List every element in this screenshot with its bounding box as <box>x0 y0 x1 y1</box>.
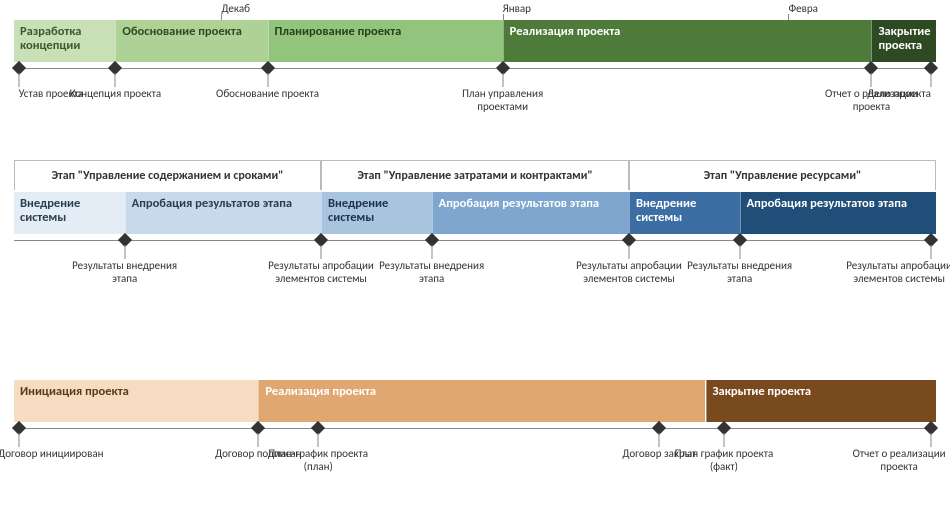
milestone-tick <box>628 245 629 259</box>
milestone-label: Результаты внедрения этапа <box>70 260 180 285</box>
milestone-label: Отчет о реализации проекта <box>844 448 950 473</box>
phase-bar: Апробация результатов этапа <box>740 192 936 234</box>
phase-bar: Внедрение системы <box>321 192 432 234</box>
milestone-tick <box>267 73 268 87</box>
milestone-tick <box>502 73 503 87</box>
milestone-label: Результаты апробации элементов системы <box>574 260 684 285</box>
milestone-label: Результаты внедрения этапа <box>685 260 795 285</box>
phase-bar: Обоснование проекта <box>115 20 267 62</box>
stage-header: Этап "Управление ресурсами" <box>629 160 936 190</box>
phase-label: Внедрение системы <box>328 197 426 226</box>
stage-header: Этап "Управление затратами и контрактами… <box>321 160 629 190</box>
phase-bar: Апробация результатов этапа <box>432 192 629 234</box>
phase-label: Разработка концепции <box>20 25 109 54</box>
phase-bars-row: Внедрение системы Апробация результатов э… <box>14 192 936 234</box>
milestone-label: План график проекта (факт) <box>669 448 779 473</box>
phase-bar: Разработка концепции <box>14 20 115 62</box>
milestone-label: План управления проектами <box>448 88 558 113</box>
milestone-tick <box>931 245 932 259</box>
phase-label: Внедрение системы <box>636 197 734 226</box>
milestone-label: Договор инициирован <box>0 448 106 461</box>
milestone-tick <box>931 73 932 87</box>
stage-header: Этап "Управление содержанием и сроками" <box>14 160 321 190</box>
phase-bar: Реализация проекта <box>258 380 705 422</box>
milestone-tick <box>318 433 319 447</box>
phase-bar: Закрытие проекта <box>706 380 937 422</box>
timeline-axis <box>14 240 936 241</box>
phase-label: Апробация результатов этапа <box>747 197 907 211</box>
stage-header-label: Этап "Управление содержанием и сроками" <box>48 169 288 183</box>
milestone-label: Концепция проекта <box>60 88 170 101</box>
phase-label: Инициация проекта <box>20 385 129 399</box>
phase-label: Планирование проекта <box>275 25 402 39</box>
milestone-tick <box>18 73 19 87</box>
phase-bar: Реализация проекта <box>503 20 872 62</box>
phase-bar: Апробация результатов этапа <box>125 192 321 234</box>
milestone-label: Обоснование проекта <box>213 88 323 101</box>
milestone-tick <box>659 433 660 447</box>
phase-label: Реализация проекта <box>265 385 376 399</box>
milestone-tick <box>431 245 432 259</box>
phase-bar: Планирование проекта <box>268 20 503 62</box>
phase-label: Апробация результатов этапа <box>132 197 292 211</box>
phase-label: Закрытие проекта <box>878 25 930 54</box>
milestone-label: Результаты апробации элементов системы <box>266 260 376 285</box>
milestone-tick <box>931 433 932 447</box>
phase-label: Внедрение системы <box>20 197 119 226</box>
phase-bar: Внедрение системы <box>629 192 740 234</box>
month-label: Февра <box>788 2 817 15</box>
milestone-tick <box>258 433 259 447</box>
month-label: Декаб <box>221 2 250 15</box>
phase-bars-row: Разработка концепции Обоснование проекта П… <box>14 20 936 62</box>
milestone-label: Результаты внедрения этапа <box>377 260 487 285</box>
milestone-tick <box>115 73 116 87</box>
milestone-tick <box>723 433 724 447</box>
phase-bars-row: Инициация проекта Реализация проекта Закры… <box>14 380 936 422</box>
milestone-tick <box>18 433 19 447</box>
timeline-axis <box>14 68 936 69</box>
milestone-label: План-график проекта (план) <box>263 448 373 473</box>
stage-header-label: Этап "Управление ресурсами" <box>700 169 866 183</box>
phase-bar: Инициация проекта <box>14 380 258 422</box>
timeline-axis <box>14 428 936 429</box>
phase-label: Реализация проекта <box>510 25 621 39</box>
month-label: Январ <box>503 2 531 15</box>
milestone-tick <box>321 245 322 259</box>
milestone-tick <box>124 245 125 259</box>
phase-label: Апробация результатов этапа <box>439 197 599 211</box>
milestone-tick <box>739 245 740 259</box>
phase-bar: Закрытие проекта <box>871 20 936 62</box>
milestone-label: Результаты апробации элементов системы <box>844 260 950 285</box>
stage-header-label: Этап "Управление затратами и контрактами… <box>353 169 596 183</box>
phase-bar: Внедрение системы <box>14 192 125 234</box>
phase-label: Закрытие проекта <box>713 385 812 399</box>
milestone-tick <box>871 73 872 87</box>
milestone-label: Дело проекта <box>844 88 950 101</box>
phase-label: Обоснование проекта <box>122 25 241 39</box>
